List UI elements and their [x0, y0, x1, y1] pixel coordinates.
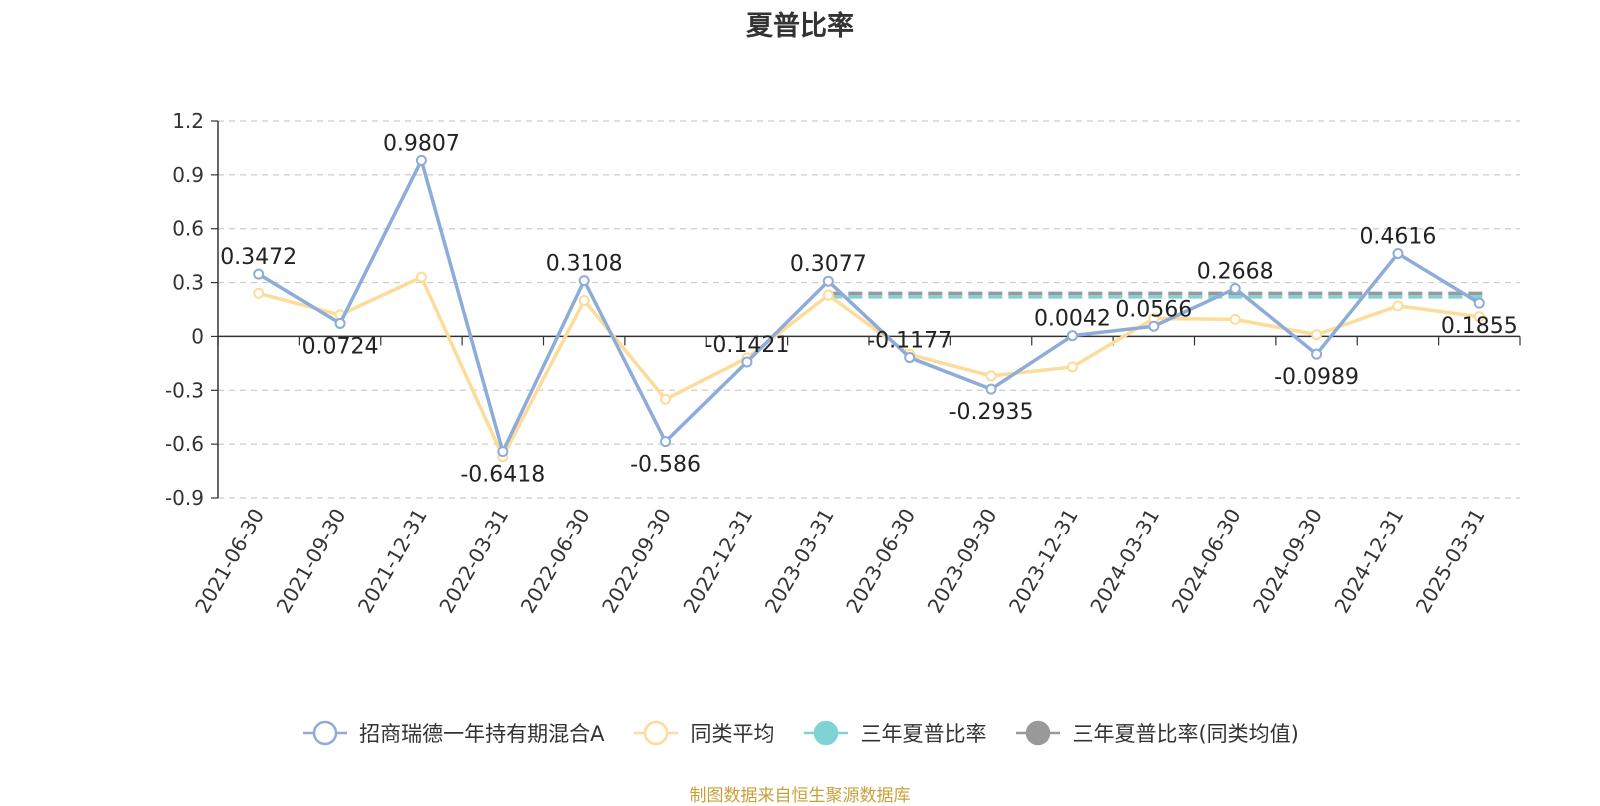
fund-point [741, 356, 753, 368]
peer-average-point [985, 370, 997, 382]
fund-point [1311, 348, 1323, 360]
x-tick-label: 2022-06-30 [516, 505, 595, 618]
hollow-circle-line-icon [303, 720, 348, 746]
peer-average-point [578, 295, 590, 307]
peer-average-point [660, 393, 672, 405]
y-tick-label: 0.9 [172, 163, 204, 187]
fund-point [578, 275, 590, 287]
x-tick-label: 2024-12-31 [1329, 505, 1408, 618]
source-note: 制图数据来自恒生聚源数据库 [689, 786, 911, 806]
data-label: -0.1177 [867, 329, 952, 354]
legend-item[interactable]: 三年夏普比率(同类均值) [1014, 718, 1299, 748]
data-label: -0.2935 [949, 400, 1034, 425]
legend-label: 三年夏普比率 [860, 722, 987, 746]
y-tick-label: 0 [191, 324, 204, 348]
data-label: 0.4616 [1359, 225, 1436, 250]
data-label: 0.0566 [1115, 297, 1192, 322]
x-tick-label: 2022-03-31 [434, 505, 513, 618]
fund-point [1392, 248, 1404, 260]
data-label: -0.586 [630, 453, 701, 478]
x-tick-label: 2021-12-31 [353, 505, 432, 618]
y-tick-label: -0.3 [165, 378, 204, 402]
x-tick-label: 2023-09-30 [922, 505, 1001, 618]
peer-average-point [822, 289, 834, 301]
data-label: 0.3108 [546, 252, 623, 277]
data-label: -0.6418 [460, 463, 545, 488]
x-tick-label: 2021-06-30 [190, 505, 269, 618]
fund-point [334, 317, 346, 329]
grid-lines [218, 120, 1520, 499]
data-label: 0.9807 [383, 131, 460, 156]
fund-point [985, 383, 997, 395]
x-tick-label: 2022-09-30 [597, 505, 676, 618]
fund-point [904, 352, 916, 364]
peer-average-point [1392, 300, 1404, 312]
data-label: -0.0989 [1274, 365, 1359, 390]
fund-point [253, 268, 265, 280]
legend-item[interactable]: 同类平均 [632, 718, 774, 748]
fund-point [1229, 283, 1241, 295]
data-label: 0.1855 [1441, 314, 1518, 339]
y-tick-label: 1.2 [172, 109, 204, 133]
legend-item[interactable]: 招商瑞德一年持有期混合A [301, 718, 604, 748]
fund-point [415, 154, 427, 166]
filled-circle-line-icon [804, 720, 849, 746]
filled-circle-line-icon [1016, 720, 1061, 746]
x-tick-label: 2024-06-30 [1167, 505, 1246, 618]
y-tick-label: 0.6 [172, 217, 204, 241]
y-tick-label: -0.6 [165, 432, 204, 456]
data-label: 0.0724 [302, 334, 379, 359]
series-lines [253, 154, 1486, 463]
peer-average-point [1229, 313, 1241, 325]
data-labels: 0.3472 0.0724 0.9807 -0.6418 0.3108 -0.586 -0.… [220, 131, 1518, 487]
fund-point [822, 275, 834, 287]
fund-point [660, 436, 672, 448]
data-label: -0.1421 [704, 333, 789, 358]
peer-average-point [1473, 311, 1485, 323]
chart-title: 夏普比率 [746, 11, 854, 42]
fund-series-line [257, 158, 1481, 454]
legend-item[interactable]: 三年夏普比率 [802, 718, 986, 748]
data-label: 0.3472 [220, 245, 297, 270]
x-tick-label: 2023-03-31 [760, 505, 839, 618]
fund-point [497, 446, 509, 458]
x-tick-label: 2025-03-31 [1411, 505, 1490, 618]
x-tick-label: 2023-06-30 [841, 505, 920, 618]
peer-average-point [253, 287, 265, 299]
peer-average-point [1066, 361, 1078, 373]
x-tick-label: 2024-03-31 [1085, 505, 1164, 618]
fund-point [1148, 320, 1160, 332]
legend: 招商瑞德一年持有期混合A 同类平均 三年夏普比率 三年夏普比率(同类均值) [0, 718, 1600, 748]
data-label: 0.2668 [1197, 260, 1274, 285]
peer-average-point [1311, 329, 1323, 341]
x-tick-label: 2023-12-31 [1004, 505, 1083, 618]
hollow-circle-line-icon [634, 720, 679, 746]
legend-label: 三年夏普比率(同类均值) [1072, 722, 1299, 746]
legend-label: 招商瑞德一年持有期混合A [359, 722, 605, 746]
x-tick-label: 2024-09-30 [1248, 505, 1327, 618]
peer-average-point [415, 271, 427, 283]
fund-point [1473, 297, 1485, 309]
x-tick-label: 2022-12-31 [678, 505, 757, 618]
data-label: 0.0042 [1034, 307, 1111, 332]
legend-label: 同类平均 [690, 722, 775, 746]
y-tick-label: 0.3 [172, 271, 204, 295]
y-tick-label: -0.9 [165, 486, 204, 510]
data-label: 0.3077 [790, 252, 867, 277]
peer-average-line [258, 275, 1480, 459]
x-tick-label: 2021-09-30 [271, 505, 350, 618]
fund-point [1066, 330, 1078, 342]
